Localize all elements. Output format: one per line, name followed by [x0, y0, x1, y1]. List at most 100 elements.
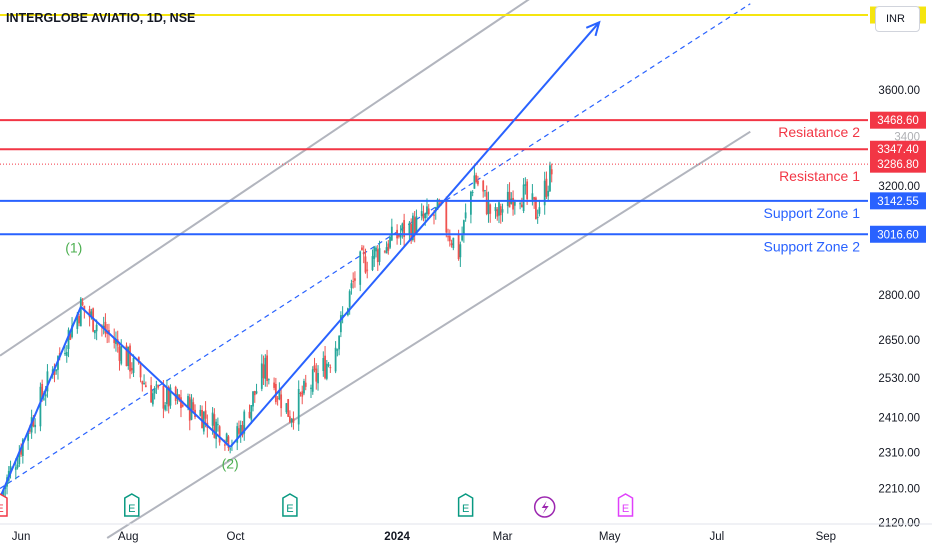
candle-body [167, 386, 170, 407]
candle-body [375, 247, 377, 252]
price-tag: 3347.40 [870, 140, 926, 158]
candle-body [144, 385, 147, 388]
candle-body [350, 283, 353, 289]
wave-segment [0, 306, 82, 499]
candle-body [426, 206, 428, 215]
earnings-badge [124, 493, 140, 517]
candle-body [90, 311, 93, 317]
candle-body [362, 251, 365, 255]
time-tick-label: 2024 [384, 531, 410, 543]
candle-body [199, 409, 202, 416]
time-tick-label: Jul [710, 531, 725, 543]
price-tag: 3142.55 [870, 192, 926, 210]
candle-body [252, 391, 254, 407]
price-tick-label-hidden: 3400 [894, 132, 920, 144]
candle-body [2, 489, 5, 498]
price-tick-label: 3600.00 [878, 85, 920, 97]
candle-body [164, 405, 167, 410]
candle-body [243, 411, 246, 434]
candle-body [227, 436, 230, 448]
candle-body [461, 235, 464, 241]
candle-body [550, 169, 553, 175]
candle-body [361, 247, 363, 251]
candle-body [92, 308, 95, 332]
candle-body [447, 236, 449, 238]
candle-body [459, 244, 462, 258]
candle-body [339, 315, 342, 333]
price-tag-value: 3142.55 [877, 196, 919, 208]
candle-body [88, 309, 91, 318]
candle-body [535, 197, 537, 220]
symbol-title: INTERGLOBE AVIATIO, 1D, NSE [6, 11, 195, 25]
horizontal-levels [0, 14, 868, 236]
candle-body [141, 381, 144, 385]
price-tag-bg [870, 155, 926, 173]
candle-body [81, 302, 84, 306]
earnings-letter: E [0, 503, 4, 515]
candle-body [278, 390, 281, 400]
candle-body [225, 433, 228, 442]
wave-lines [0, 20, 601, 499]
candle-body [378, 248, 381, 262]
candle-body [301, 391, 304, 397]
candle-body [187, 396, 189, 408]
candle-body [336, 349, 339, 351]
time-tick-label: Jun [12, 531, 31, 543]
earnings-badge [457, 493, 474, 517]
candle-body [452, 237, 455, 249]
candle-body [285, 403, 288, 413]
candle-body [354, 278, 356, 281]
price-tag-value: 3347.40 [877, 144, 919, 156]
earnings-letter: E [462, 503, 469, 515]
candle-body [157, 385, 160, 388]
candle-body [280, 394, 283, 409]
candle-body [412, 215, 414, 241]
candle-body [436, 199, 439, 210]
price-tick-label: 3200.00 [878, 181, 920, 193]
candle-body [273, 382, 276, 388]
candle-body [27, 432, 30, 441]
candle-body [14, 467, 17, 470]
candle-body [248, 411, 251, 418]
currency-label: INR [886, 13, 905, 25]
candle-body [315, 368, 318, 382]
candle-body [364, 256, 367, 273]
candle-body [204, 410, 207, 419]
candle-body [499, 206, 502, 216]
candle-body [153, 388, 156, 394]
candle-body [143, 383, 145, 385]
candle-body [526, 181, 529, 200]
currency-button[interactable]: INR [875, 6, 920, 32]
candle-body [71, 325, 73, 338]
candle-body [150, 385, 153, 403]
candle-body [334, 347, 337, 372]
candle-body [329, 367, 332, 369]
candle-body [352, 281, 355, 283]
candle-body [547, 190, 550, 197]
candle-body [440, 201, 442, 203]
arrow-head [585, 20, 601, 37]
candle-body [448, 236, 451, 242]
price-axis[interactable]: 3600.00 3200.00 2800.00 2650.00 2530.00 2410.… [878, 85, 920, 530]
candle-body [408, 222, 411, 234]
candle-body [44, 394, 47, 397]
candle-body [229, 448, 232, 450]
candle-body [289, 416, 291, 423]
candle-body [469, 191, 472, 215]
candle-body [427, 208, 430, 215]
earnings-marker: E [124, 493, 140, 517]
earnings-badge [0, 493, 8, 517]
candle-body [513, 201, 516, 206]
candle-body [376, 249, 379, 263]
candle-body [304, 382, 307, 387]
price-tick-label: 2310.00 [878, 447, 920, 459]
lightning-icon [541, 501, 549, 514]
candle-body [34, 424, 37, 428]
candle-body [266, 355, 268, 382]
earnings-letter: E [622, 503, 629, 515]
time-axis[interactable]: Jun Aug Oct 2024 Mar May Jul Sep [12, 531, 836, 543]
candle-body [450, 243, 453, 246]
candle-body [489, 204, 492, 214]
level-name: Support Zone 2 [763, 238, 860, 254]
